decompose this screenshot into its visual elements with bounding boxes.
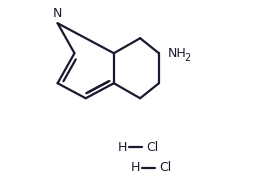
Text: Cl: Cl: [159, 161, 171, 174]
Text: Cl: Cl: [146, 141, 158, 153]
Text: H: H: [131, 161, 140, 174]
Text: NH: NH: [167, 47, 186, 60]
Text: H: H: [118, 141, 127, 153]
Text: 2: 2: [185, 53, 191, 63]
Text: N: N: [53, 7, 62, 20]
